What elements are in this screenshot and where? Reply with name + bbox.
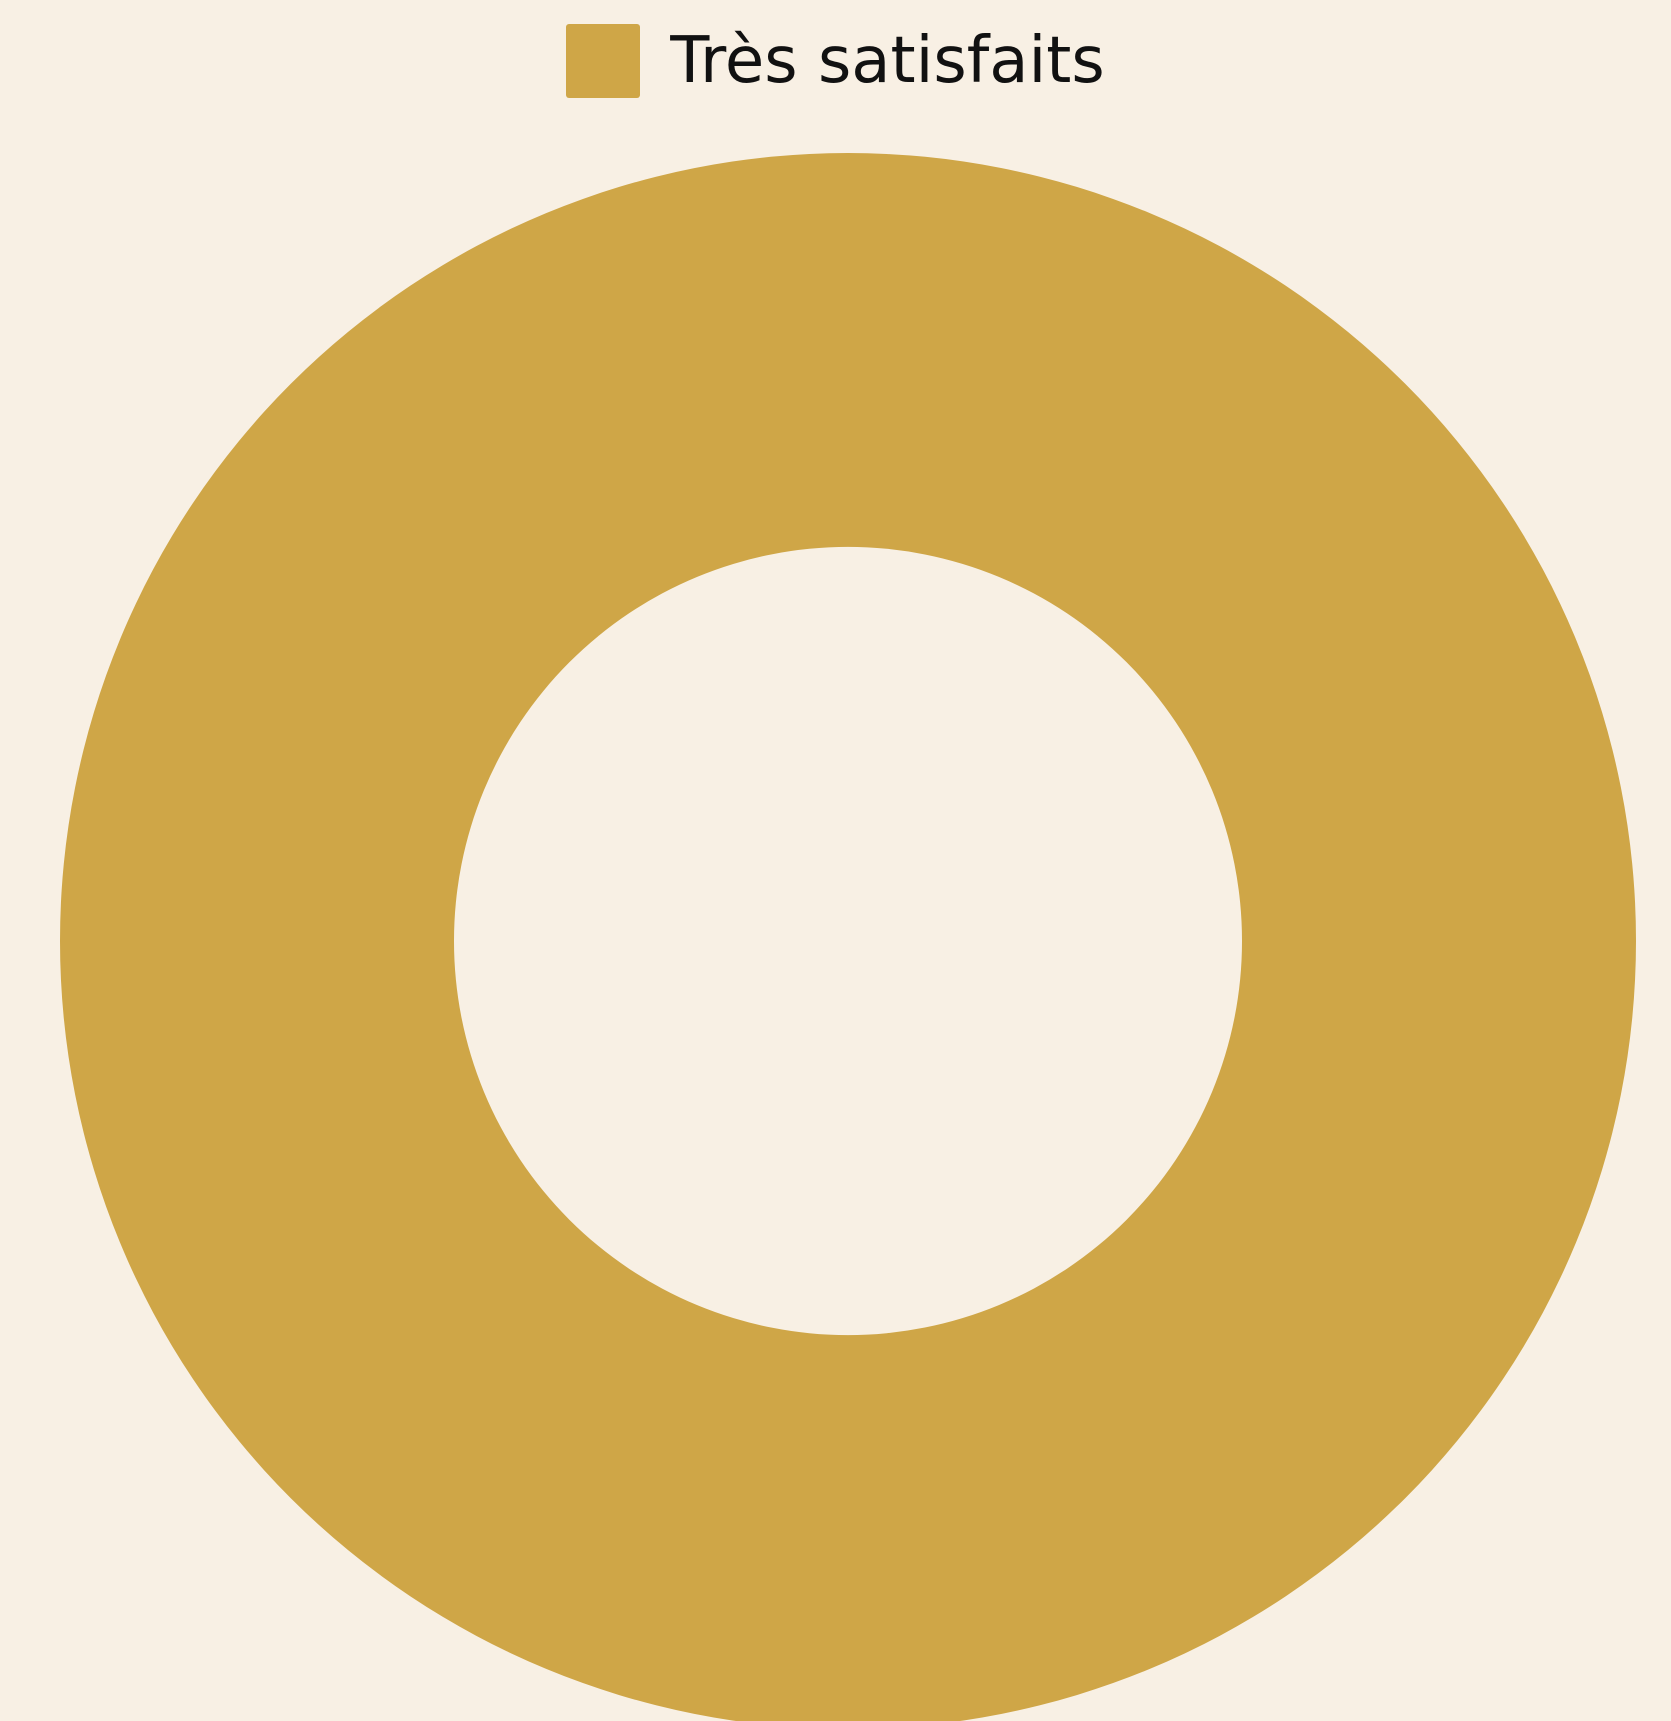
legend-label: Très satisfaits <box>670 24 1105 98</box>
chart-legend: Très satisfaits <box>0 24 1671 98</box>
donut-slice-0[interactable] <box>60 153 1636 1721</box>
legend-swatch <box>566 24 641 98</box>
legend-item-tres-satisfaits[interactable]: Très satisfaits <box>566 24 1105 98</box>
